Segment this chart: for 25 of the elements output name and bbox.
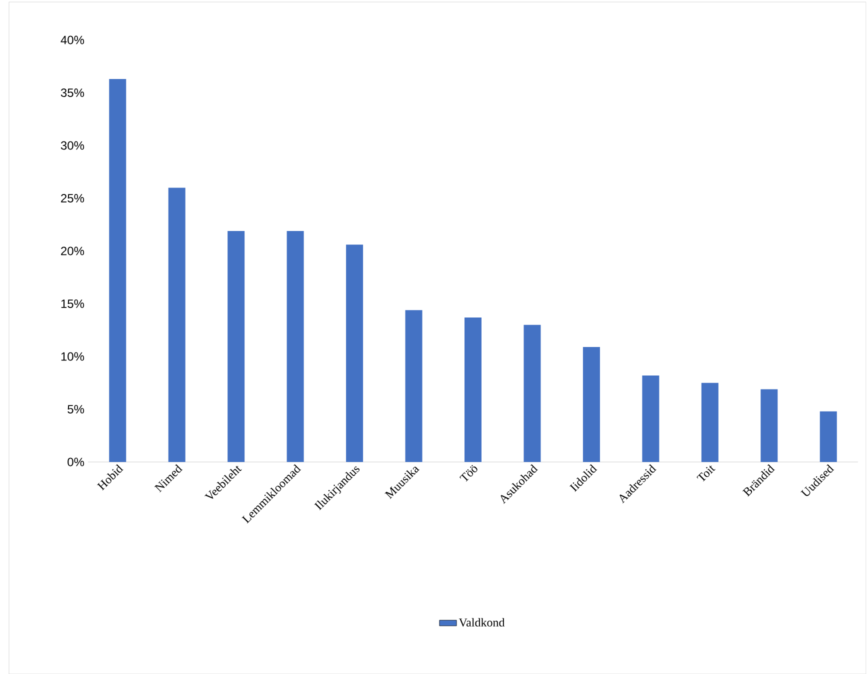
y-tick-label: 5%: [68, 405, 84, 414]
bar: [582, 346, 600, 462]
bar: [346, 244, 364, 462]
bar: [286, 230, 304, 462]
x-tick-label: Toit: [696, 466, 716, 482]
bar: [760, 389, 778, 462]
bar: [109, 79, 126, 462]
x-tick-label: Töö: [459, 465, 478, 482]
bar: [168, 188, 186, 462]
y-tick-label: 40%: [60, 36, 84, 44]
y-tick-label: 25%: [61, 194, 84, 202]
y-tick-label: 0%: [68, 458, 84, 466]
y-tick-label: 15%: [61, 300, 84, 308]
bar: [405, 310, 422, 462]
bar: [701, 382, 718, 462]
y-tick-label: 35%: [60, 88, 84, 97]
bar: [524, 324, 541, 462]
bar: [464, 317, 482, 462]
bar: [820, 411, 837, 462]
y-tick-label: 10%: [61, 352, 84, 361]
bar: [642, 375, 660, 462]
y-tick-label: 20%: [61, 246, 84, 256]
bar: [228, 230, 245, 462]
y-tick-label: 30%: [60, 141, 84, 150]
legend-label: Valdkond: [458, 618, 505, 627]
